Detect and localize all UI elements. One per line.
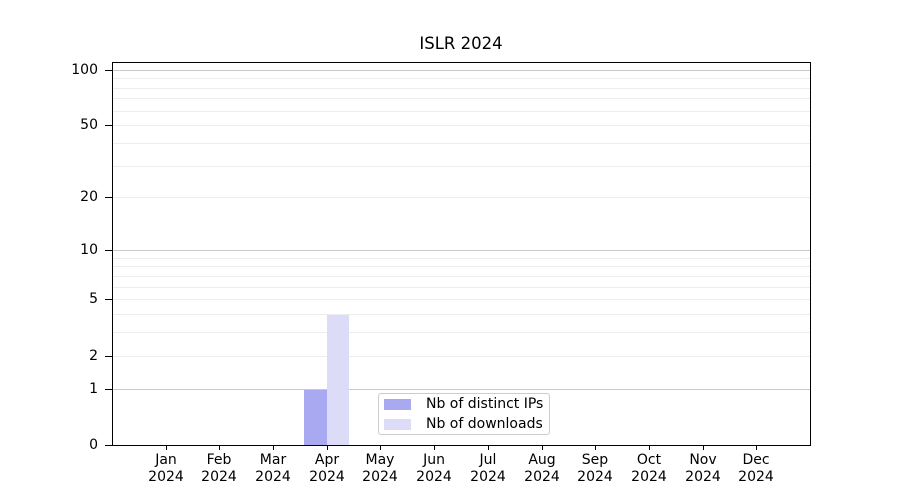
- legend-swatch-distinct-ips: [384, 399, 411, 410]
- x-tick-year: 2024: [524, 468, 560, 485]
- major-gridline-10: [113, 250, 810, 251]
- y-tick-2: [105, 356, 112, 357]
- x-tick-apr: [327, 445, 328, 450]
- y-tick-label-0: 0: [89, 437, 98, 453]
- legend-item-distinct-ips: Nb of distinct IPs: [379, 394, 549, 415]
- x-tick-label-aug: Aug 2024: [510, 452, 574, 485]
- x-tick-year: 2024: [577, 468, 613, 485]
- x-tick-month: Sep: [581, 452, 609, 468]
- minor-gridline-9: [113, 258, 810, 259]
- x-tick-year: 2024: [685, 468, 721, 485]
- x-tick-month: Mar: [259, 452, 287, 468]
- minor-gridline-7: [113, 276, 810, 277]
- x-tick-label-may: May 2024: [348, 452, 412, 485]
- legend-swatch-downloads: [384, 419, 411, 430]
- x-tick-year: 2024: [416, 468, 452, 485]
- x-tick-month: Aug: [528, 452, 556, 468]
- x-tick-month: Jul: [479, 452, 497, 468]
- minor-gridline-2: [113, 356, 810, 357]
- minor-gridline-3: [113, 332, 810, 333]
- legend-label-distinct-ips: Nb of distinct IPs: [426, 396, 544, 412]
- legend: Nb of distinct IPs Nb of downloads: [378, 393, 550, 435]
- plot-area: [112, 62, 811, 446]
- x-tick-jul: [488, 445, 489, 450]
- x-tick-label-apr: Apr 2024: [295, 452, 359, 485]
- x-tick-jan: [166, 445, 167, 450]
- x-tick-month: Feb: [206, 452, 232, 468]
- x-tick-label-mar: Mar 2024: [241, 452, 305, 485]
- x-tick-may: [380, 445, 381, 450]
- minor-gridline-20: [113, 197, 810, 198]
- x-tick-year: 2024: [631, 468, 667, 485]
- x-tick-label-jan: Jan 2024: [134, 452, 198, 485]
- y-tick-100: [105, 70, 112, 71]
- legend-item-downloads: Nb of downloads: [379, 414, 549, 435]
- x-tick-month: Oct: [636, 452, 662, 468]
- x-tick-label-dec: Dec 2024: [724, 452, 788, 485]
- y-tick-1: [105, 389, 112, 390]
- major-gridline-1: [113, 389, 810, 390]
- y-tick-label-10: 10: [80, 242, 98, 258]
- x-tick-year: 2024: [255, 468, 291, 485]
- y-tick-50: [105, 125, 112, 126]
- x-tick-label-jun: Jun 2024: [402, 452, 466, 485]
- x-tick-year: 2024: [148, 468, 184, 485]
- x-tick-label-feb: Feb 2024: [187, 452, 251, 485]
- x-tick-month: Jun: [423, 452, 445, 468]
- y-tick-label-100: 100: [71, 62, 98, 78]
- x-tick-aug: [542, 445, 543, 450]
- minor-gridline-40: [113, 143, 810, 144]
- x-tick-nov: [703, 445, 704, 450]
- minor-gridline-90: [113, 78, 810, 79]
- x-tick-month: Apr: [314, 452, 340, 468]
- minor-gridline-60: [113, 111, 810, 112]
- minor-gridline-5: [113, 299, 810, 300]
- legend-label-downloads: Nb of downloads: [426, 416, 543, 432]
- y-tick-20: [105, 197, 112, 198]
- x-tick-year: 2024: [362, 468, 398, 485]
- x-tick-month: Jan: [155, 452, 177, 468]
- y-tick-label-50: 50: [80, 117, 98, 133]
- x-tick-sep: [595, 445, 596, 450]
- minor-gridline-50: [113, 125, 810, 126]
- x-tick-oct: [649, 445, 650, 450]
- x-tick-year: 2024: [738, 468, 774, 485]
- minor-gridline-4: [113, 314, 810, 315]
- x-tick-label-oct: Oct 2024: [617, 452, 681, 485]
- x-tick-label-jul: Jul 2024: [456, 452, 520, 485]
- x-tick-year: 2024: [309, 468, 345, 485]
- x-tick-mar: [273, 445, 274, 450]
- y-tick-5: [105, 299, 112, 300]
- chart-title: ISLR 2024: [419, 34, 503, 53]
- bar-apr-downloads: [326, 315, 350, 445]
- minor-gridline-8: [113, 266, 810, 267]
- x-tick-year: 2024: [470, 468, 506, 485]
- minor-gridline-30: [113, 166, 810, 167]
- y-tick-label-2: 2: [89, 348, 98, 364]
- y-tick-label-20: 20: [80, 189, 98, 205]
- y-tick-10: [105, 250, 112, 251]
- x-tick-feb: [219, 445, 220, 450]
- y-tick-0: [105, 445, 112, 446]
- x-tick-month: Dec: [742, 452, 770, 468]
- y-tick-label-5: 5: [89, 291, 98, 307]
- x-tick-jun: [434, 445, 435, 450]
- x-tick-year: 2024: [201, 468, 237, 485]
- minor-gridline-70: [113, 98, 810, 99]
- bar-apr-distinct-ips: [304, 389, 327, 445]
- y-tick-label-1: 1: [89, 381, 98, 397]
- x-tick-month: May: [365, 452, 395, 468]
- x-tick-label-sep: Sep 2024: [563, 452, 627, 485]
- x-tick-label-nov: Nov 2024: [671, 452, 735, 485]
- minor-gridline-6: [113, 287, 810, 288]
- minor-gridline-80: [113, 88, 810, 89]
- x-tick-month: Nov: [689, 452, 717, 468]
- major-gridline-100: [113, 70, 810, 71]
- x-tick-dec: [756, 445, 757, 450]
